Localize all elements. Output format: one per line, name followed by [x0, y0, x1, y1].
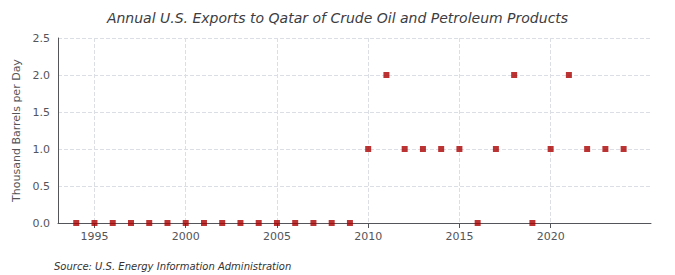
svg-text:0.0: 0.0	[33, 217, 51, 230]
svg-text:2.5: 2.5	[33, 32, 51, 45]
svg-text:2015: 2015	[445, 230, 473, 243]
svg-text:0.5: 0.5	[33, 180, 51, 193]
svg-text:2000: 2000	[172, 230, 200, 243]
svg-text:1.0: 1.0	[33, 143, 51, 156]
svg-text:Annual U.S. Exports to Qatar o: Annual U.S. Exports to Qatar of Crude Oi…	[106, 10, 568, 26]
svg-text:1995: 1995	[80, 230, 108, 243]
svg-text:2010: 2010	[354, 230, 382, 243]
svg-text:Source: U.S. Energy Informatio: Source: U.S. Energy Information Administ…	[54, 261, 291, 272]
svg-text:2005: 2005	[263, 230, 291, 243]
svg-text:2.0: 2.0	[33, 69, 51, 82]
svg-text:Thousand Barrels per Day: Thousand Barrels per Day	[10, 59, 23, 203]
svg-text:1.5: 1.5	[33, 106, 51, 119]
svg-text:2020: 2020	[537, 230, 565, 243]
